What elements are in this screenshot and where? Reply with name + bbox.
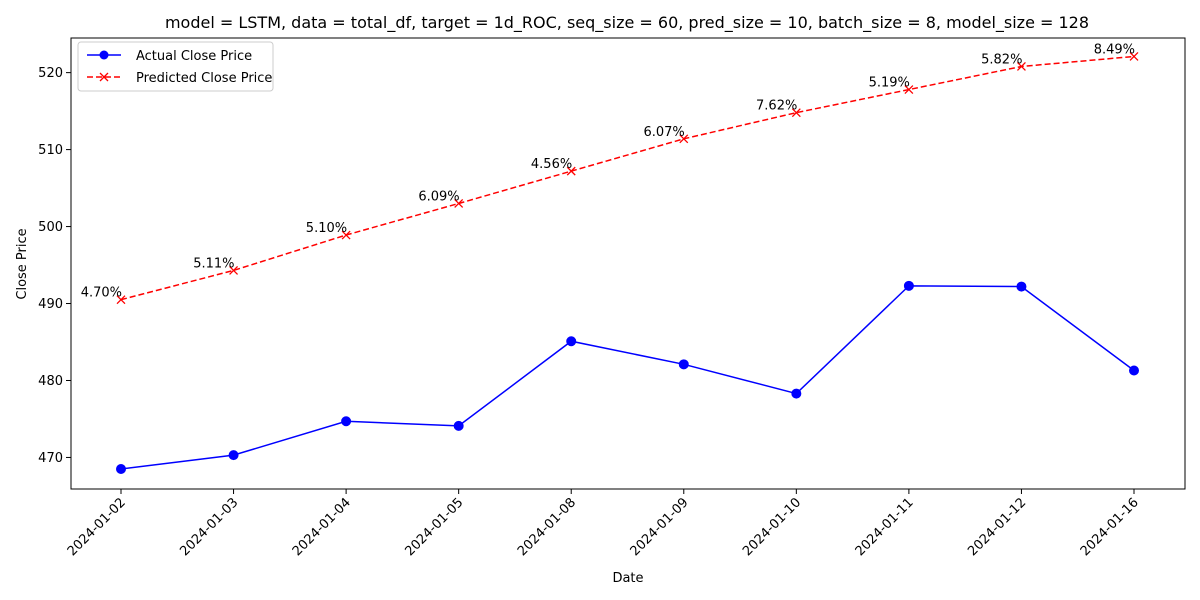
- data-label: 5.11%: [193, 256, 234, 271]
- predicted-point: [341, 230, 351, 240]
- data-label: 5.10%: [306, 221, 347, 236]
- data-label: 4.70%: [81, 286, 122, 301]
- y-tick-label: 500: [38, 220, 63, 235]
- y-tick-label: 480: [38, 374, 63, 389]
- predicted-point: [116, 295, 126, 305]
- x-tick-label: 2024-01-10: [740, 495, 804, 559]
- predicted-series-line: [120, 55, 1135, 301]
- predicted-point: [679, 134, 689, 144]
- legend: Actual Close Price Predicted Close Price: [77, 41, 274, 92]
- actual-point: [791, 388, 802, 399]
- plot-area: [70, 37, 1186, 490]
- data-label: 6.07%: [643, 125, 684, 140]
- actual-point: [566, 336, 577, 347]
- actual-point: [453, 420, 464, 431]
- y-tick-label: 520: [38, 66, 63, 81]
- predicted-point: [229, 265, 239, 275]
- predicted-point: [1129, 52, 1139, 61]
- x-tick-label: 2024-01-16: [1078, 495, 1142, 559]
- actual-point: [1129, 365, 1139, 376]
- y-tick-label: 470: [38, 451, 63, 466]
- predicted-point: [904, 85, 914, 95]
- legend-predicted-label: Predicted Close Price: [136, 71, 272, 86]
- x-tick-label: 2024-01-02: [65, 495, 129, 559]
- actual-series-line: [120, 285, 1135, 470]
- actual-point: [1016, 281, 1027, 292]
- x-tick-label: 2024-01-03: [177, 495, 241, 559]
- predicted-point: [791, 108, 801, 118]
- x-tick-label: 2024-01-08: [515, 495, 579, 559]
- x-tick-label: 2024-01-11: [853, 495, 917, 559]
- y-axis-label: Close Price: [15, 228, 30, 299]
- plot-frame: [70, 37, 1186, 490]
- x-tick-label: 2024-01-09: [628, 495, 692, 559]
- chart-title: model = LSTM, data = total_df, target = …: [165, 13, 1089, 33]
- data-label: 8.49%: [1094, 42, 1135, 57]
- y-axis-ticks: 470 480 490 500 510 520: [38, 66, 71, 466]
- series-layer: [116, 52, 1139, 474]
- legend-predicted-marker: [99, 72, 109, 82]
- x-tick-label: 2024-01-05: [402, 495, 466, 559]
- predicted-point: [454, 199, 464, 208]
- y-tick-label: 490: [38, 297, 63, 312]
- legend-actual-marker: [99, 50, 109, 60]
- actual-point: [678, 359, 689, 370]
- y-tick-label: 510: [38, 143, 63, 158]
- x-tick-label: 2024-01-12: [965, 495, 1029, 559]
- data-label: 5.19%: [869, 76, 910, 91]
- actual-point: [341, 416, 352, 427]
- x-tick-label: 2024-01-04: [290, 495, 354, 559]
- legend-actual-label: Actual Close Price: [136, 49, 252, 64]
- data-label: 6.09%: [418, 189, 459, 204]
- data-label: 4.56%: [531, 157, 572, 172]
- data-label: 7.62%: [756, 99, 797, 114]
- predicted-point: [566, 166, 576, 176]
- predicted-point: [1016, 62, 1026, 71]
- data-label: 5.82%: [981, 52, 1022, 67]
- actual-point: [116, 463, 126, 474]
- x-axis-ticks: 2024-01-02 2024-01-03 2024-01-04 2024-01-05…: [65, 489, 1142, 559]
- legend-box: [77, 41, 274, 92]
- actual-point: [228, 450, 239, 461]
- actual-point: [903, 280, 914, 291]
- x-axis-label: Date: [612, 571, 643, 586]
- data-labels: 4.70% 5.11% 5.10% 6.09% 4.56% 6.07% 7.62% 5.19%…: [81, 42, 1135, 300]
